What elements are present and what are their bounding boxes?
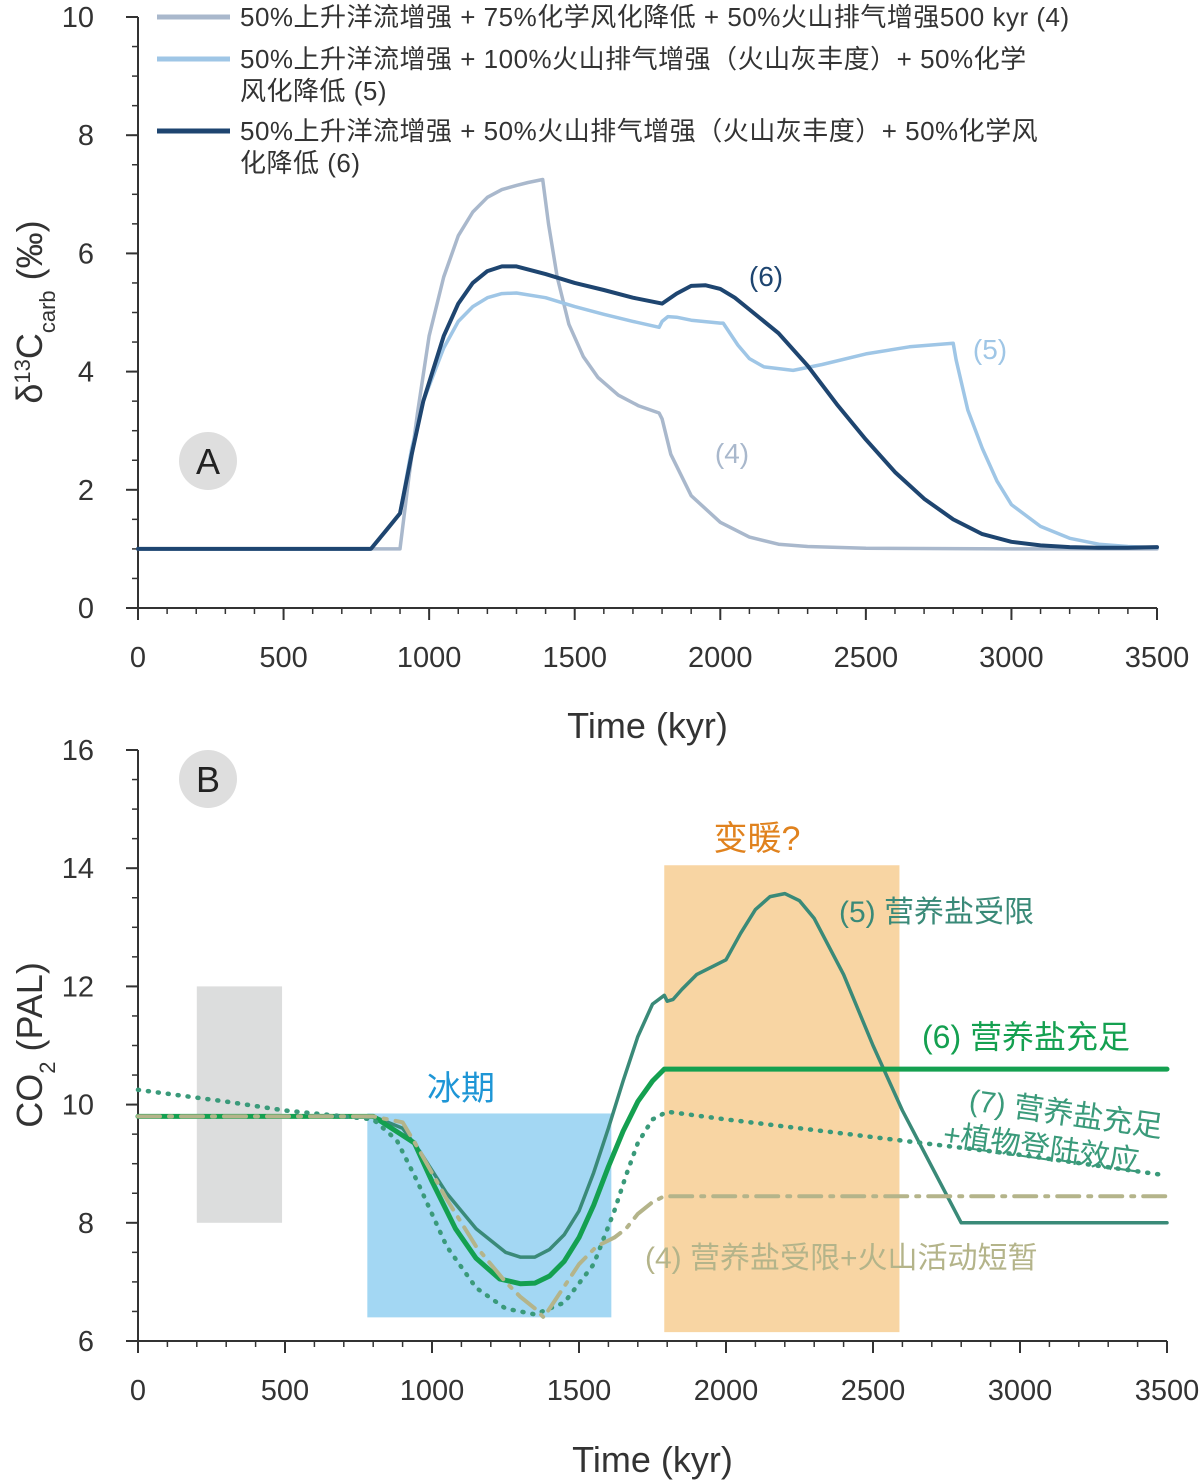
x-axis-title: Time (kyr) [567,705,728,746]
x-tick-label: 1500 [547,1375,612,1407]
x-tick-label: 3000 [979,642,1044,674]
axes: 6 8 10 12 14 16 0 500 1000 1500 2000 2500 3000 3500 Ti… [62,735,1200,1480]
panel-badge [179,432,237,490]
legend-entry-text: 化降低 (6) [240,148,361,178]
axes: 0 2 4 6 8 10 0 500 1000 1500 2000 2500 3000 3500 Time … [62,2,1190,746]
y-axis-title: CO2 (PAL) [9,962,60,1128]
panel-label: A [196,441,220,482]
x-tick-label: 2000 [694,1375,759,1407]
y-tick-label: 12 [62,971,94,1003]
y-axis-title-part: C [9,333,50,359]
shaded-region-label-1: 冰期 [427,1070,495,1108]
x-tick-label: 0 [130,642,146,674]
x-tick-label: 3500 [1135,1375,1200,1407]
series-label-2: (6) [749,261,783,292]
x-tick-label: 2500 [841,1375,906,1407]
legend-entry-text: 风化降低 (5) [240,76,387,106]
y-tick-label: 14 [62,853,94,885]
series-line-1 [135,1066,1170,1287]
y-tick-label: 0 [78,593,94,625]
x-tick-label: 500 [261,1375,309,1407]
legend-entry-text: 50%上升洋流增强 + 75%化学风化降低 + 50%火山排气增强500 kyr… [240,2,1070,32]
x-tick-label: 2500 [834,642,899,674]
shaded-region-1 [367,1113,612,1318]
x-tick-label: 2000 [688,642,753,674]
series-line-0 [136,891,1169,1259]
y-tick-label: 16 [62,735,94,767]
y-tick-label: 10 [62,1090,94,1122]
y-tick-label: 6 [78,1326,94,1358]
x-tick-label: 500 [259,642,307,674]
y-axis-title-part: 13 [10,359,35,383]
y-axis-title-part: 2 [35,1062,60,1074]
panel-label: B [196,759,220,800]
legend-entry-text: 50%上升洋流增强 + 100%火山排气增强（火山灰丰度）+ 50%化学 [240,44,1027,74]
legend-entry-text: 50%上升洋流增强 + 50%火山排气增强（火山灰丰度）+ 50%化学风 [240,116,1038,146]
series-line-0 [136,177,1159,551]
y-tick-label: 10 [62,2,94,34]
y-axis-title: δ13Ccarb (‰) [9,220,60,403]
shaded-regions: 冰期 变暖? [196,820,900,1333]
y-axis-title-part: carb [35,290,60,333]
series-label-3: (4) 营养盐受限+火山活动短暂 [645,1242,1038,1275]
series-line-1 [136,291,1159,551]
x-tick-label: 3500 [1125,642,1190,674]
y-tick-label: 2 [78,475,94,507]
panel-a: 0 2 4 6 8 10 0 500 1000 1500 2000 2500 3000 3500 Time … [9,2,1189,746]
y-tick-label: 6 [78,238,94,270]
series-label-0: (4) [715,438,749,469]
panel-b: 冰期 变暖? 6 8 10 12 14 16 0 500 1000 1500 2000 2500 3000 3… [9,735,1199,1480]
legend: 50%上升洋流增强 + 75%化学风化降低 + 50%火山排气增强500 kyr… [157,2,1070,178]
y-tick-label: 8 [78,1208,94,1240]
y-axis-title-part: (‰) [9,220,50,290]
x-tick-label: 1500 [542,642,607,674]
series-label-0: (5) 营养盐受限 [839,896,1034,929]
panel-badge [179,750,237,808]
series-label-1: (6) 营养盐充足 [922,1019,1130,1055]
x-tick-label: 1000 [400,1375,465,1407]
shaded-region-label-2: 变暖? [714,820,801,858]
series-line-3 [136,1114,1169,1320]
y-axis-title-part: δ [9,384,50,404]
x-tick-label: 1000 [397,642,462,674]
y-axis-title-part: CO [9,1074,50,1128]
x-axis-title: Time (kyr) [572,1439,733,1480]
y-axis-title-part: (PAL) [9,962,50,1061]
series-line-2 [136,264,1159,551]
y-tick-label: 8 [78,120,94,152]
x-tick-label: 0 [130,1375,146,1407]
series-label-1: (5) [973,334,1007,365]
y-tick-label: 4 [78,357,94,389]
x-tick-label: 3000 [988,1375,1053,1407]
shaded-region-2 [664,865,900,1333]
